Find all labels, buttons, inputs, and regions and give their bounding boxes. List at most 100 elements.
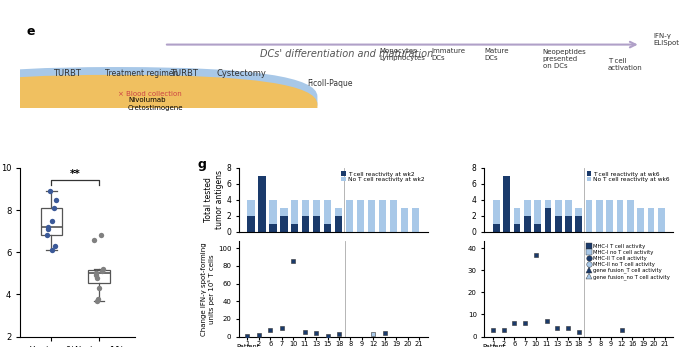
Bar: [524, 200, 530, 231]
Bar: [269, 223, 277, 231]
Text: Immature
DCs: Immature DCs: [432, 48, 466, 61]
Bar: [575, 208, 582, 231]
Point: [92, 298, 103, 304]
Bar: [303, 200, 309, 231]
Point: [91, 271, 102, 276]
Text: Patient: Patient: [482, 344, 506, 347]
Text: Ficoll-Paque: Ficoll-Paque: [307, 79, 353, 88]
FancyBboxPatch shape: [0, 75, 318, 141]
Text: Patient: Patient: [236, 344, 260, 347]
Bar: [555, 216, 562, 231]
Bar: [313, 200, 320, 231]
Point: [89, 237, 100, 243]
Bar: [503, 176, 510, 231]
Text: Monocytes
Lymphocytes: Monocytes Lymphocytes: [379, 48, 425, 61]
Bar: [575, 216, 582, 231]
FancyBboxPatch shape: [0, 67, 318, 134]
Point: [242, 333, 253, 338]
Point: [50, 243, 61, 249]
Point: [530, 252, 541, 257]
Bar: [390, 200, 397, 231]
Point: [97, 269, 107, 274]
Text: TURBT: TURBT: [53, 69, 81, 78]
Bar: [534, 223, 541, 231]
Text: Nivolumab: Nivolumab: [128, 97, 166, 103]
Bar: [493, 223, 500, 231]
Point: [98, 266, 109, 272]
Point: [265, 328, 276, 333]
Point: [95, 232, 106, 238]
Text: T cell
activation: T cell activation: [608, 58, 643, 70]
Point: [562, 325, 573, 331]
Point: [43, 224, 54, 230]
PathPatch shape: [88, 270, 109, 283]
Point: [47, 218, 58, 223]
Bar: [248, 200, 254, 231]
Bar: [335, 216, 342, 231]
Point: [50, 197, 61, 202]
Point: [311, 330, 322, 336]
Bar: [513, 208, 520, 231]
Point: [498, 327, 509, 333]
Bar: [280, 216, 288, 231]
Bar: [346, 200, 354, 231]
Text: Neopeptides
presented
on DCs: Neopeptides presented on DCs: [543, 49, 586, 69]
Point: [47, 247, 58, 253]
Bar: [248, 216, 254, 231]
Bar: [401, 208, 408, 231]
Bar: [617, 200, 624, 231]
Bar: [565, 216, 572, 231]
Text: IFN-γ
ELISpot: IFN-γ ELISpot: [653, 33, 679, 46]
Point: [552, 325, 563, 331]
Point: [368, 331, 379, 337]
Point: [322, 333, 333, 338]
Text: **: **: [70, 169, 80, 179]
Bar: [313, 216, 320, 231]
Bar: [335, 208, 342, 231]
Bar: [258, 176, 266, 231]
Text: g: g: [197, 159, 206, 171]
Text: Mature
DCs: Mature DCs: [484, 48, 509, 61]
Point: [379, 330, 390, 336]
Point: [573, 329, 584, 335]
Bar: [291, 200, 299, 231]
Bar: [493, 200, 500, 231]
Point: [43, 226, 54, 232]
Bar: [637, 208, 644, 231]
Bar: [280, 208, 288, 231]
Point: [334, 331, 345, 337]
Legend: T cell reactivity at wk6, No T cell reactivity at wk6: T cell reactivity at wk6, No T cell reac…: [586, 171, 670, 183]
Legend: MHC-I T cell activity, MHC-I no T cell activity, MHC-II T cell activity, MHC-II : MHC-I T cell activity, MHC-I no T cell a…: [585, 244, 670, 280]
Bar: [324, 223, 331, 231]
Point: [288, 259, 299, 264]
Bar: [357, 200, 364, 231]
Bar: [513, 223, 520, 231]
Point: [276, 325, 287, 331]
Point: [541, 318, 552, 324]
Point: [616, 327, 627, 333]
Point: [509, 321, 520, 326]
Bar: [585, 200, 592, 231]
PathPatch shape: [41, 208, 62, 235]
Bar: [565, 200, 572, 231]
Point: [520, 321, 530, 326]
Text: TURBT: TURBT: [171, 69, 199, 78]
Bar: [555, 200, 562, 231]
Text: e: e: [27, 25, 35, 38]
Text: Cystectomy: Cystectomy: [216, 69, 266, 78]
Bar: [647, 208, 654, 231]
Point: [48, 205, 59, 211]
Point: [41, 232, 52, 238]
Text: DCs' differentiation and maturation: DCs' differentiation and maturation: [260, 49, 433, 59]
Point: [299, 329, 310, 335]
Bar: [627, 200, 634, 231]
Bar: [412, 208, 419, 231]
Bar: [596, 200, 602, 231]
Bar: [379, 200, 386, 231]
Point: [45, 188, 56, 194]
Bar: [324, 200, 331, 231]
Bar: [524, 216, 530, 231]
Bar: [503, 176, 510, 231]
Bar: [545, 200, 551, 231]
Legend: T cell reactivity at wk2, No T cell reactivity at wk2: T cell reactivity at wk2, No T cell reac…: [341, 171, 425, 183]
